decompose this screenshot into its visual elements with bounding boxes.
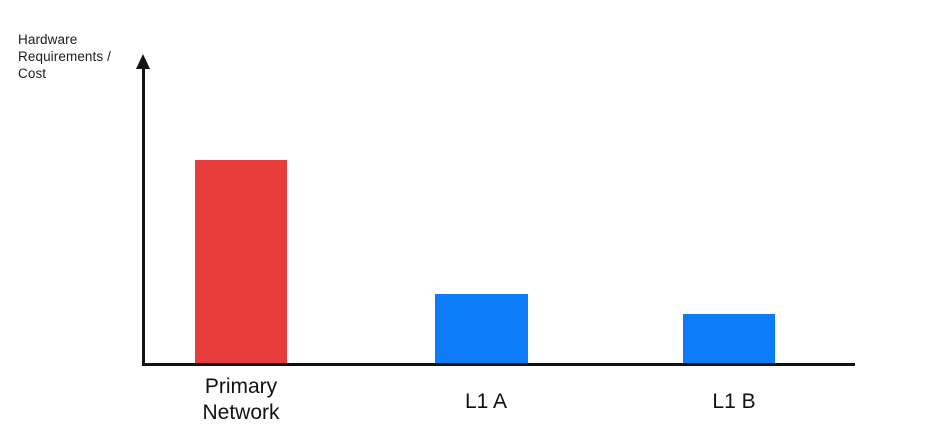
y-axis-title: Hardware Requirements / Cost: [18, 32, 111, 81]
x-axis-label-primary-network: Primary Network: [202, 375, 280, 424]
bar-l1-a: [435, 294, 528, 363]
y-axis-arrowhead-icon: [136, 54, 150, 69]
x-axis-label-l1-b: L1 B: [712, 390, 756, 413]
bar-primary-network: [195, 160, 287, 363]
y-axis-line: [142, 64, 145, 366]
x-axis-label-l1-a: L1 A: [464, 390, 508, 413]
x-axis-line: [142, 363, 855, 366]
bar-l1-b: [683, 314, 775, 363]
